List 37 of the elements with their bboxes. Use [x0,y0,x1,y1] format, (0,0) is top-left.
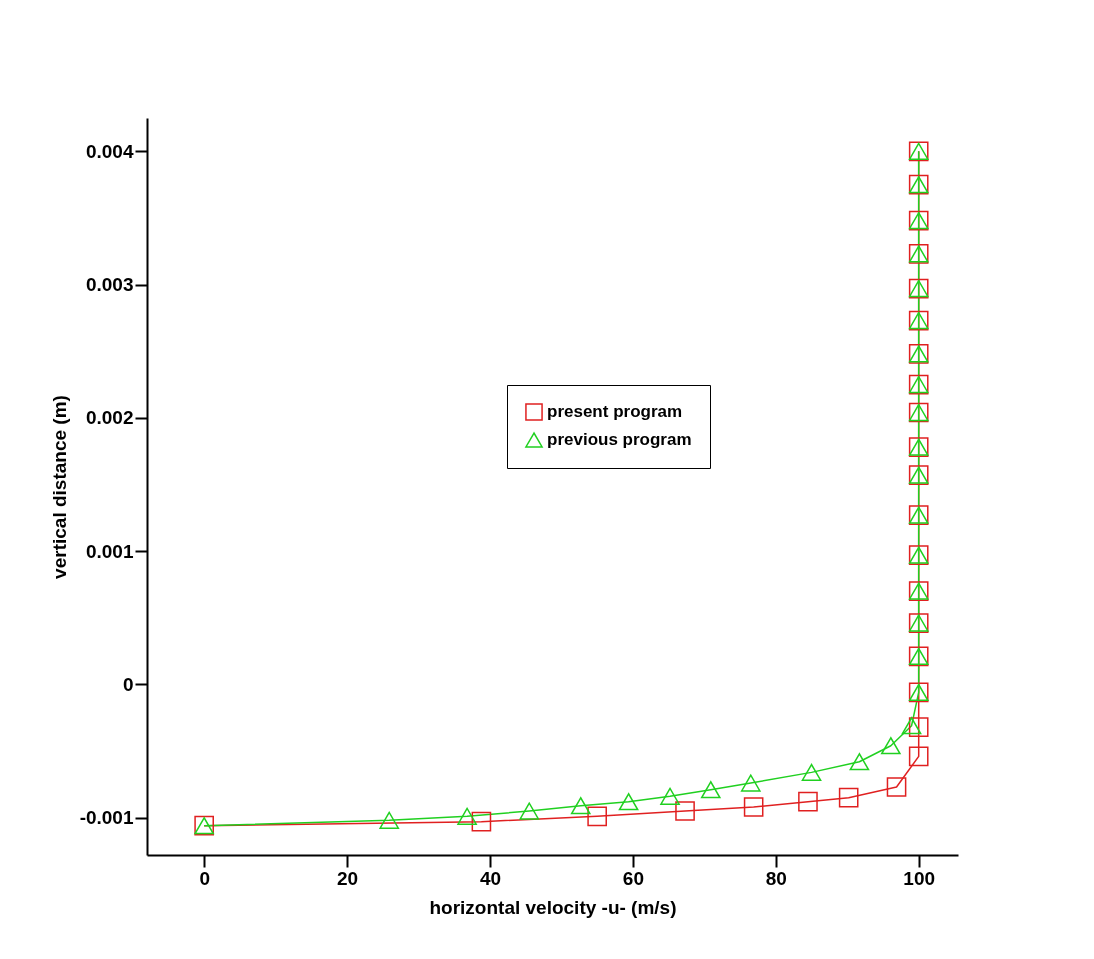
point [908,717,929,737]
point [801,763,822,781]
point [570,797,591,815]
point [849,753,870,771]
y-axis-title: vertical distance (m) [48,395,70,579]
point [519,802,540,820]
point [740,774,761,792]
point [881,737,901,755]
x-tick-label: 100 [903,867,936,889]
point [587,806,607,827]
point [457,807,477,825]
y-tick-label: 0.001 [85,540,134,562]
point [471,811,492,832]
y-tick-label: -0.001 [79,807,134,829]
point [379,811,400,829]
legend-label: previous program [547,430,692,449]
point [700,781,721,799]
point [675,801,695,821]
x-tick-label: 40 [479,867,502,889]
point [743,797,764,817]
y-tick-label: 0.004 [85,140,134,162]
x-tick-label: 60 [622,867,644,889]
y-tick-label: 0.003 [85,274,134,296]
point [908,746,929,767]
x-tick-label: 80 [765,867,787,889]
x-tick-label: 20 [337,867,359,889]
point [618,793,639,811]
point [886,777,907,797]
point [660,787,680,805]
y-tick-label: 0 [122,673,134,695]
x-axis-title: horizontal velocity -u- (m/s) [429,896,677,918]
legend-label: present program [547,402,683,421]
point [901,717,922,735]
point [838,787,859,808]
x-tick-label: 0 [199,867,210,889]
point [798,791,818,812]
y-tick-label: 0.002 [85,407,134,429]
